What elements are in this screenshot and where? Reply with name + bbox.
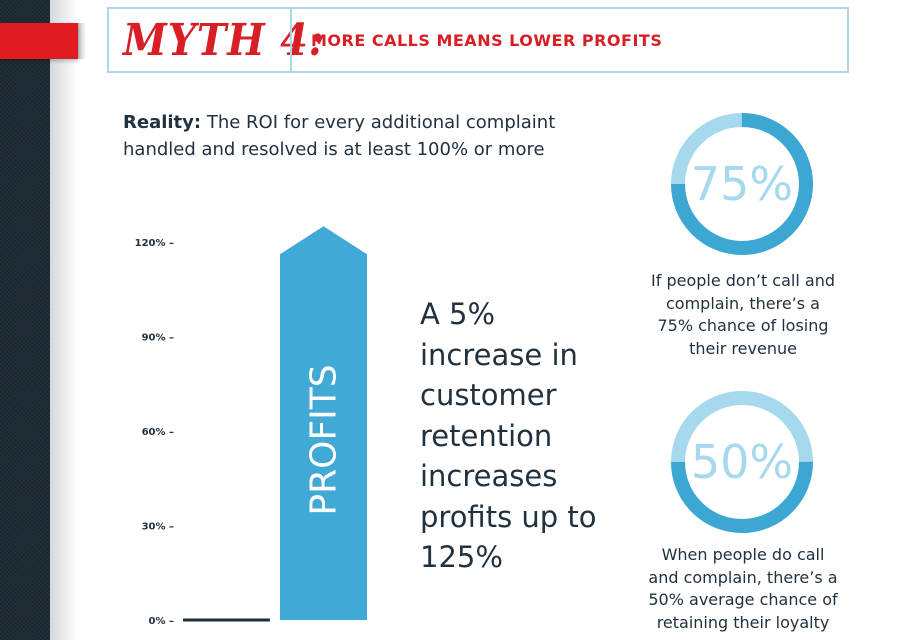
stat-ring-50: 50% xyxy=(671,391,813,533)
y-axis-ticks: 0% – 30% – 60% – 90% – 120% – xyxy=(135,238,174,627)
side-shadow xyxy=(50,0,78,640)
stat-ring-75: 75% xyxy=(671,113,813,255)
profits-arrow-bar xyxy=(280,226,367,620)
stat-50-caption-box: When people do call and complain, there’… xyxy=(648,544,838,634)
reality-statement: Reality: The ROI for every additional co… xyxy=(123,109,593,163)
ring-track xyxy=(671,391,813,533)
y-tick-label: 60% – xyxy=(142,427,174,438)
stat-75-caption: If people don’t call and complain, there… xyxy=(651,271,835,358)
y-tick-label: 120% – xyxy=(135,238,174,249)
y-tick-label: 90% – xyxy=(142,333,174,344)
header-divider xyxy=(290,9,292,71)
stat-50-caption: When people do call and complain, there’… xyxy=(648,545,838,632)
side-strip xyxy=(0,0,50,640)
stat-75-caption-box: If people don’t call and complain, there… xyxy=(648,270,838,360)
ring-value-label: 50% xyxy=(691,435,793,489)
myth-subtitle: MORE CALLS MEANS LOWER PROFITS xyxy=(311,31,663,50)
myth-title: MYTH 4: xyxy=(123,15,325,66)
reality-text: The ROI for every additional complaint h… xyxy=(123,112,556,160)
ring-progress xyxy=(671,113,813,255)
ring-value-label: 75% xyxy=(691,157,793,211)
y-tick-label: 30% – xyxy=(142,522,174,533)
profits-bar-label: PROFITS xyxy=(304,364,345,515)
y-tick-label: 0% – xyxy=(149,616,174,627)
myth-header: MYTH 4: MORE CALLS MEANS LOWER PROFITS xyxy=(107,7,849,73)
reality-label: Reality: xyxy=(123,112,202,133)
callout-text: A 5% increase in customer retention incr… xyxy=(420,297,597,574)
ring-track xyxy=(671,113,813,255)
ring-progress xyxy=(671,391,813,533)
red-ribbon-tab xyxy=(0,23,86,59)
